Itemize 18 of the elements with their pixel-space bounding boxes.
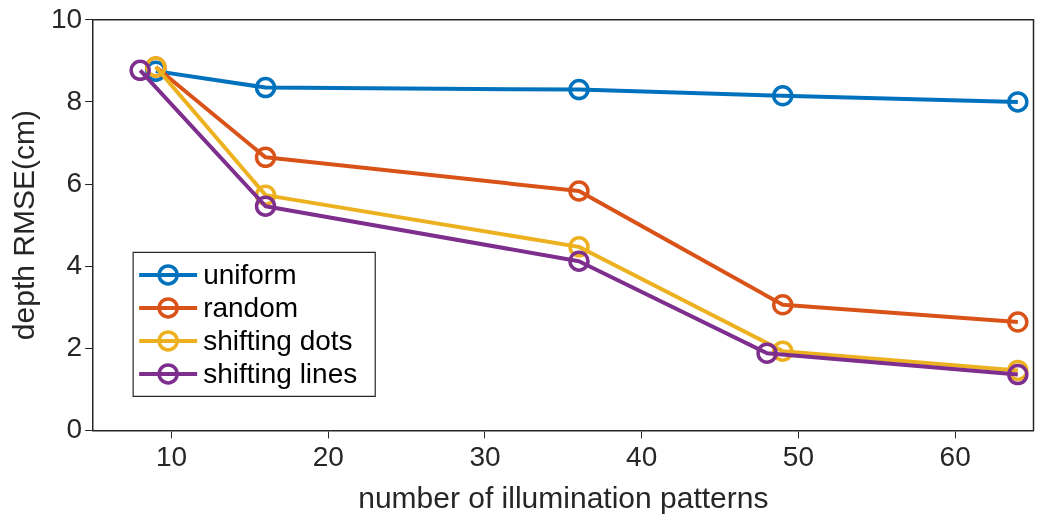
x-tick-label: 20 bbox=[312, 440, 344, 472]
x-tick-label: 30 bbox=[469, 440, 501, 472]
legend-label: shifting lines bbox=[203, 357, 358, 389]
y-tick-label: 2 bbox=[66, 331, 83, 362]
x-tick-label: 10 bbox=[155, 440, 188, 472]
y-tick-label: 8 bbox=[66, 84, 83, 116]
x-tick-label: 40 bbox=[626, 440, 658, 472]
x-tick-label: 60 bbox=[939, 440, 971, 472]
y-tick-label: 6 bbox=[66, 166, 83, 198]
legend-label: random bbox=[203, 291, 299, 323]
x-axis-title: number of illumination patterns bbox=[358, 481, 769, 515]
y-tick-label: 0 bbox=[66, 413, 83, 445]
legend-label: shifting dots bbox=[203, 324, 353, 356]
legend-label: uniform bbox=[203, 258, 297, 290]
y-tick-label: 10 bbox=[50, 2, 83, 34]
x-tick-label: 50 bbox=[782, 440, 814, 472]
y-tick-label: 4 bbox=[66, 248, 83, 280]
y-axis-title: depth RMSE(cm) bbox=[7, 110, 41, 341]
